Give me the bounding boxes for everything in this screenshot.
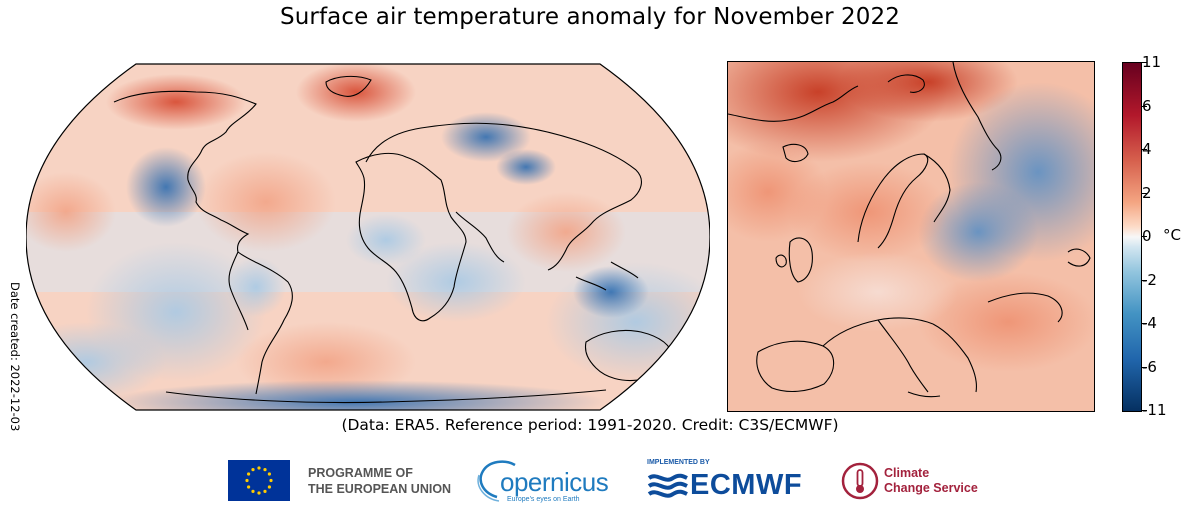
copernicus-wordmark: opernicus: [500, 467, 609, 497]
colorbar-tick-label: 6: [1142, 96, 1152, 115]
implemented-by-label: IMPLEMENTED BY: [647, 459, 710, 466]
c3s-text-line2: Change Service: [884, 481, 978, 495]
colorbar-tick-label: -11: [1142, 401, 1167, 419]
colorbar-tick-label: -2: [1142, 270, 1157, 289]
colorbar-tick-label: 0: [1142, 227, 1152, 245]
c3s-text-line1: Climate: [884, 466, 930, 480]
colorbar-tick-mark: [1141, 279, 1147, 281]
logo-footer: PROGRAMME OF THE EUROPEAN UNION opernicu…: [0, 455, 1200, 515]
c3s-text: Climate Change Service: [884, 466, 978, 496]
eu-programme-text: PROGRAMME OF THE EUROPEAN UNION: [308, 465, 451, 497]
colorbar-tick-mark: [1141, 410, 1147, 411]
c3s-thermometer-icon: [841, 462, 879, 500]
colorbar-tick-label: -4: [1142, 314, 1157, 332]
colorbar-tick-mark: [1141, 236, 1147, 237]
ecmwf-wave-icon: [647, 473, 688, 498]
eu-flag-icon: [228, 460, 290, 501]
colorbar-unit: °C: [1163, 226, 1181, 244]
world-anomaly-map: [26, 63, 710, 411]
colorbar-tick-label: 11: [1142, 53, 1162, 71]
eu-text-line1: PROGRAMME OF: [308, 466, 413, 480]
colorbar-tick-label: 4: [1142, 140, 1152, 158]
colorbar-tick-mark: [1141, 192, 1147, 194]
copernicus-logo-icon: [477, 460, 516, 502]
data-credit: (Data: ERA5. Reference period: 1991-2020…: [341, 416, 839, 434]
date-created-container: Date created: 2022-12-03: [8, 282, 22, 431]
colorbar-tick-label: -6: [1142, 357, 1157, 376]
map-title: Surface air temperature anomaly for Nove…: [280, 4, 900, 30]
colorbar-tick-mark: [1141, 62, 1147, 63]
colorbar-tick-mark: [1141, 105, 1147, 107]
colorbar: [1122, 62, 1142, 412]
colorbar-tick-mark: [1141, 149, 1147, 150]
copernicus-tagline: Europe's eyes on Earth: [507, 496, 580, 503]
colorbar-tick-label: 2: [1142, 183, 1152, 202]
eu-text-line2: THE EUROPEAN UNION: [308, 482, 452, 496]
colorbar-tick-mark: [1141, 366, 1147, 368]
europe-anomaly-map: [727, 61, 1095, 412]
ecmwf-wordmark: ECMWF: [690, 469, 803, 501]
colorbar-tick-mark: [1141, 323, 1147, 324]
date-created-label: Date created: 2022-12-03: [8, 282, 22, 432]
